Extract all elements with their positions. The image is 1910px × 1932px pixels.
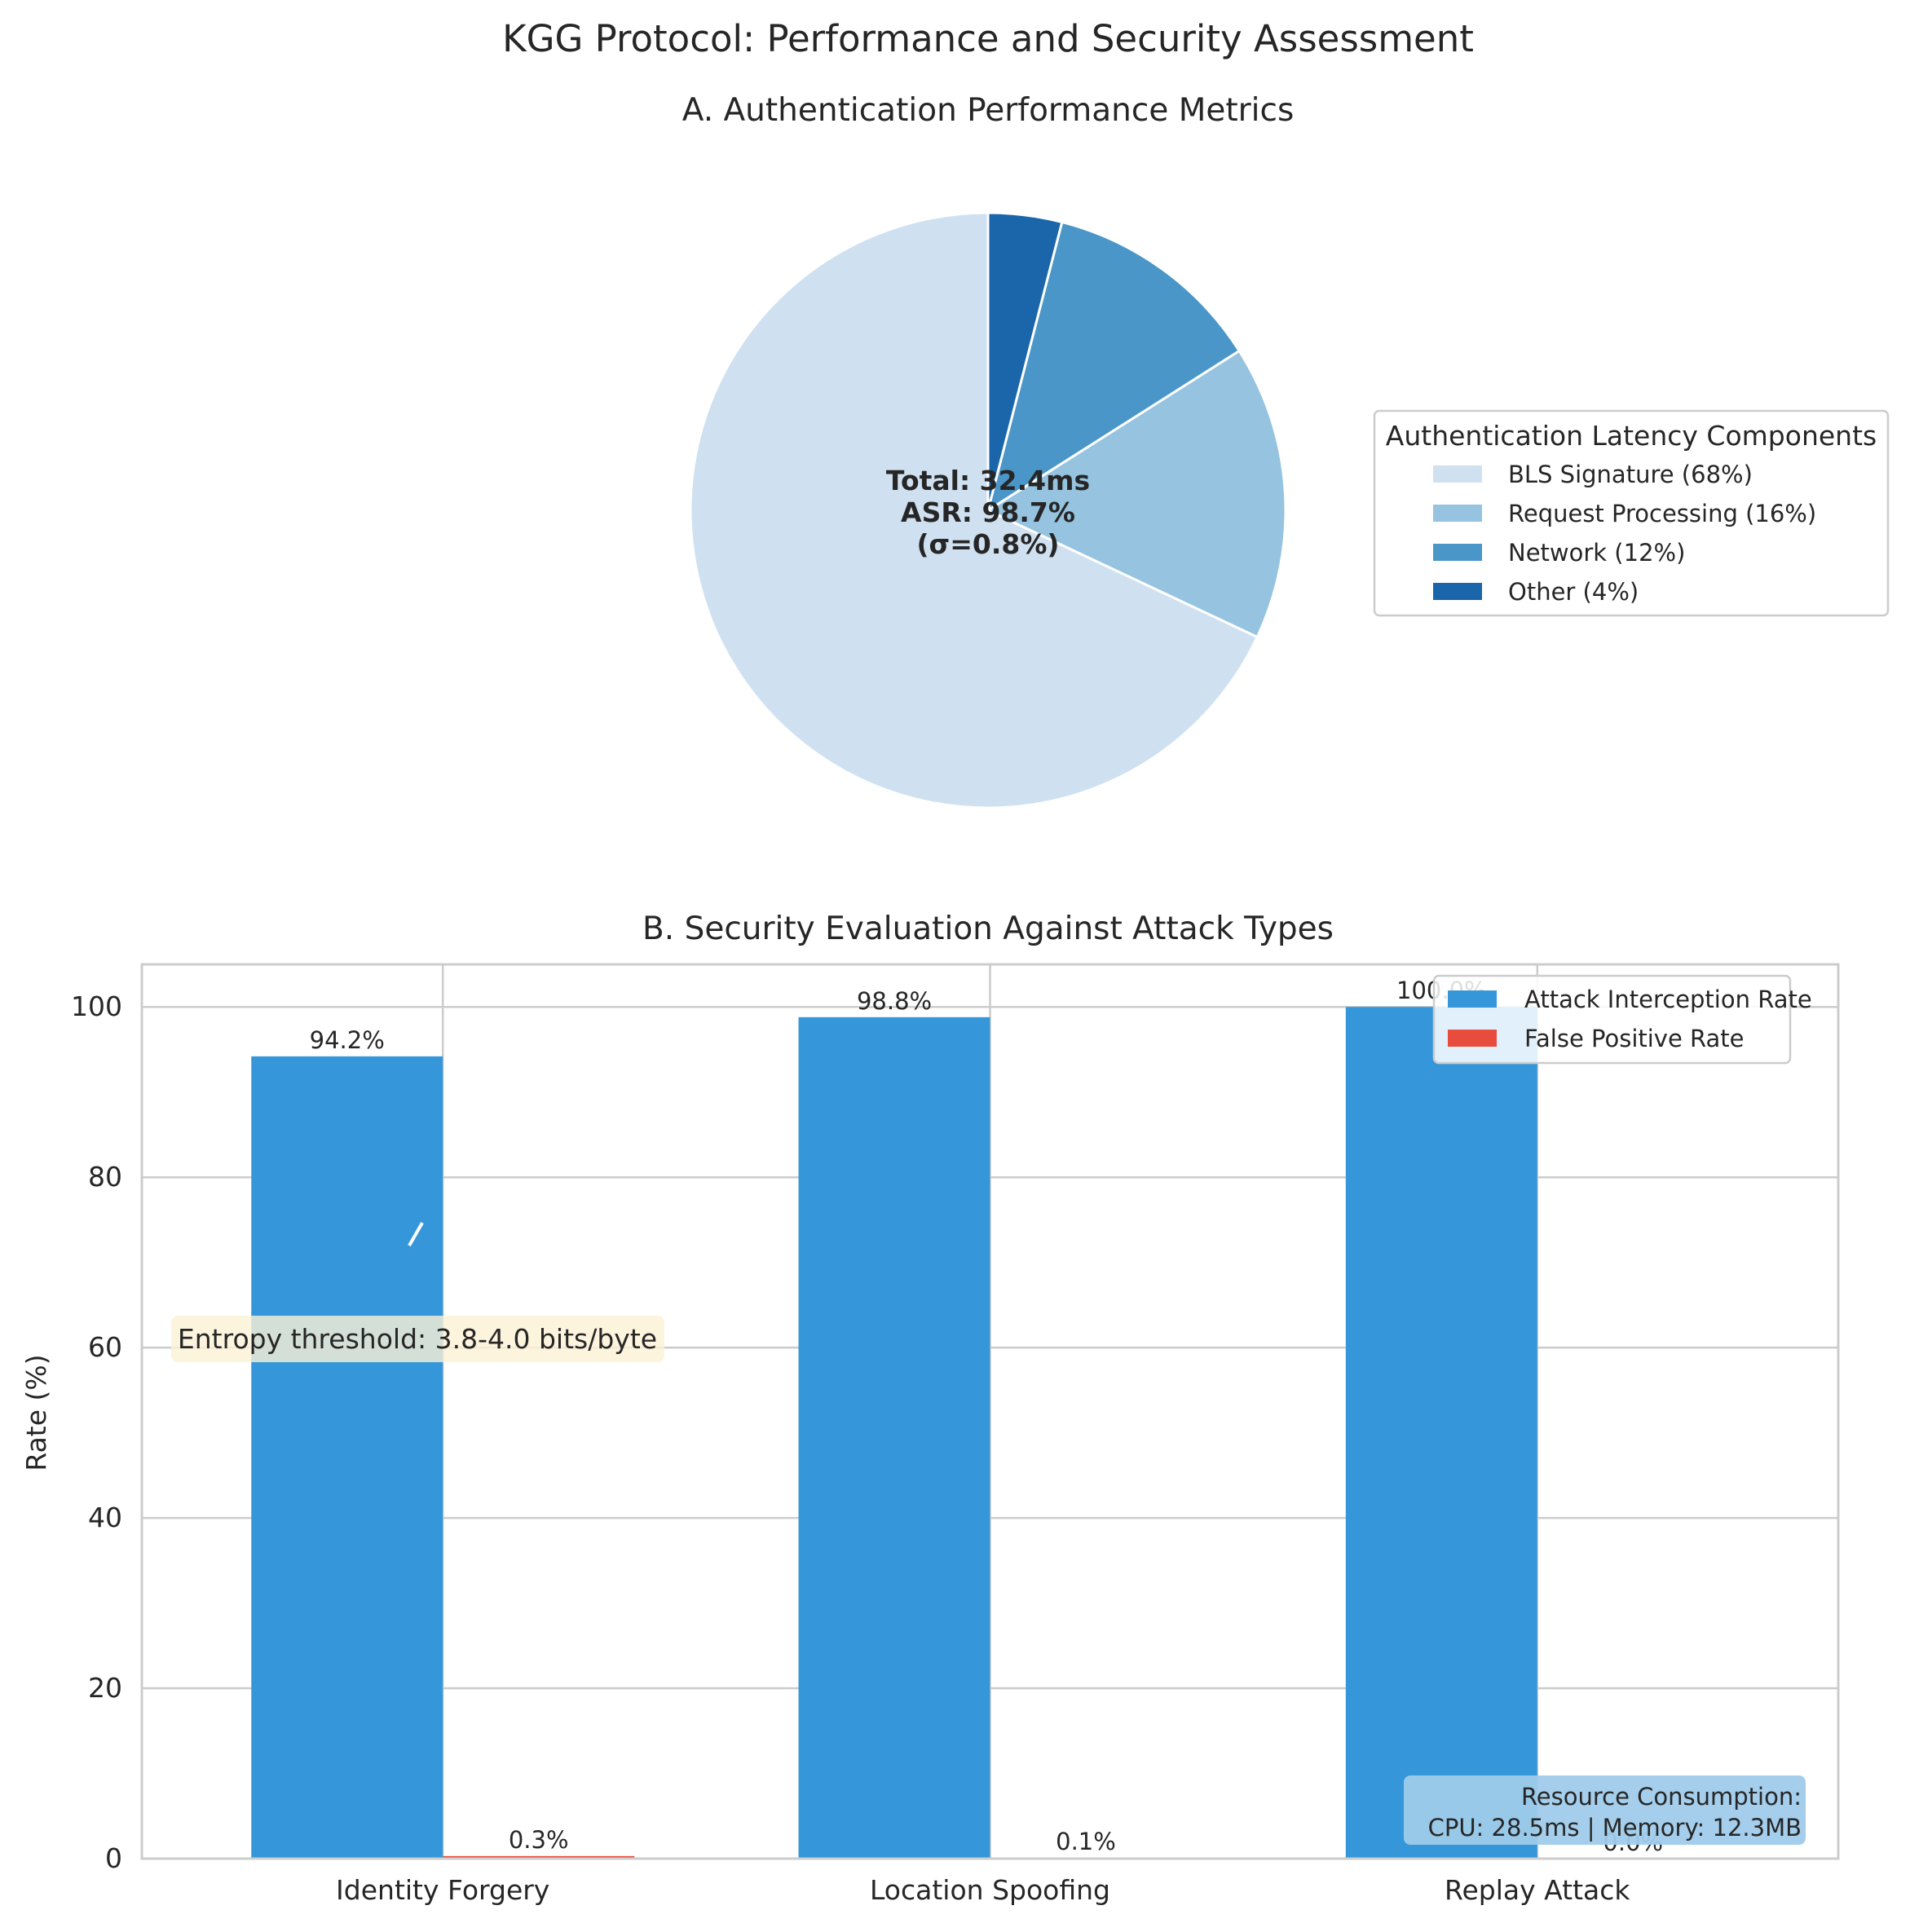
entropy-annotation: Entropy threshold: 3.8-4.0 bits/byte — [171, 1222, 664, 1362]
bar-y-tick-label: 20 — [88, 1672, 122, 1704]
bar-value-label: 0.3% — [509, 1826, 569, 1854]
bar-y-tick-label: 60 — [88, 1331, 122, 1363]
bar-value-label: 0.1% — [1056, 1828, 1116, 1855]
pie-slice-other — [986, 211, 1064, 511]
entropy-arrow — [408, 1222, 424, 1246]
pie-legend-label-1: Request Processing (16%) — [1508, 500, 1816, 527]
bar-x-ticks: Identity Forgery Location Spoofing Replay … — [336, 1874, 1630, 1906]
bar-interception-0 — [251, 1056, 443, 1859]
pie-legend-frame — [1373, 409, 1890, 617]
bar-y-tick-label: 0 — [105, 1842, 122, 1874]
entropy-annotation-box — [171, 1316, 664, 1362]
pie-slice-bls-signature — [689, 211, 1259, 809]
pie-legend-swatch-3 — [1433, 583, 1482, 600]
bar-chart-panel: B. Security Evaluation Against Attack Ty… — [20, 911, 1840, 1906]
bar-legend-swatch-false-positive — [1448, 1030, 1497, 1047]
bar-interception-2 — [1345, 1007, 1537, 1859]
entropy-annotation-text: Entropy threshold: 3.8-4.0 bits/byte — [178, 1323, 657, 1355]
bar-legend-label-false-positive: False Positive Rate — [1524, 1025, 1745, 1052]
pie-slice-network — [986, 220, 1242, 514]
pie-center-text: Total: 32.4ms ASR: 98.7% (σ=0.8%) — [886, 465, 1090, 560]
pie-legend-label-3: Other (4%) — [1508, 578, 1639, 606]
pie-legend-swatch-2 — [1433, 544, 1482, 561]
resource-annotation-line-1: Resource Consumption: — [1521, 1783, 1802, 1811]
pie-center-asr: ASR: 98.7% — [901, 496, 1075, 528]
pie-slices — [689, 211, 1287, 809]
resource-annotation-box — [1404, 1775, 1806, 1845]
bar-value-label: 94.2% — [310, 1026, 385, 1054]
resource-annotation: Resource Consumption: CPU: 28.5ms | Memo… — [1404, 1775, 1806, 1845]
bar-chart-title: B. Security Evaluation Against Attack Ty… — [642, 911, 1334, 947]
pie-legend-label-0: BLS Signature (68%) — [1508, 461, 1753, 488]
bar-y-tick-label: 40 — [88, 1502, 122, 1533]
bar-legend: Attack Interception Rate False Positive … — [1432, 974, 1812, 1065]
pie-legend-title: Authentication Latency Components — [1386, 420, 1877, 452]
bar-x-tick-label: Identity Forgery — [336, 1874, 549, 1906]
bar-y-axis-label: Rate (%) — [20, 1354, 52, 1471]
bar-interception-1 — [798, 1017, 990, 1859]
bar-plot-frame — [140, 963, 1840, 1860]
bar-legend-frame — [1432, 974, 1792, 1065]
bar-y-ticks: 0 20 40 60 80 100 — [71, 990, 122, 1874]
pie-center-sigma: (σ=0.8%) — [916, 528, 1059, 560]
bar-legend-swatch-interception — [1448, 990, 1497, 1008]
bar-y-tick-label: 100 — [71, 990, 122, 1022]
pie-legend: Authentication Latency Components BLS Si… — [1373, 409, 1890, 617]
bar-x-tick-label: Location Spoofing — [870, 1874, 1110, 1906]
pie-legend-label-2: Network (12%) — [1508, 539, 1685, 567]
pie-legend-swatch-0 — [1433, 465, 1482, 483]
bar-x-tick-label: Replay Attack — [1445, 1874, 1630, 1906]
bar-bars — [251, 1007, 1537, 1859]
resource-annotation-line-2: CPU: 28.5ms | Memory: 12.3MB — [1428, 1814, 1802, 1842]
bar-legend-label-interception: Attack Interception Rate — [1524, 986, 1812, 1013]
figure-title: KGG Protocol: Performance and Security A… — [502, 17, 1474, 60]
pie-chart-panel: A. Authentication Performance Metrics To… — [682, 92, 1890, 809]
bar-false-positive-0 — [443, 1855, 635, 1859]
pie-chart-title: A. Authentication Performance Metrics — [682, 92, 1295, 129]
pie-legend-swatch-1 — [1433, 505, 1482, 522]
bar-value-label: 98.8% — [857, 987, 932, 1015]
bar-y-tick-label: 80 — [88, 1161, 122, 1193]
pie-slice-request-processing — [985, 349, 1287, 639]
pie-center-total: Total: 32.4ms — [886, 465, 1090, 496]
